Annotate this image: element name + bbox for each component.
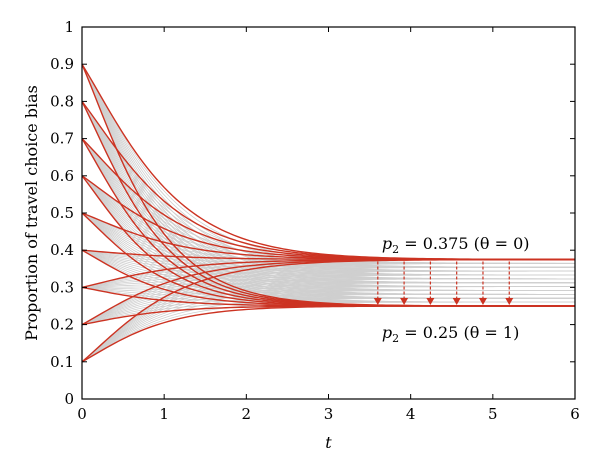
x-tick-label: 5 [488,405,498,423]
y-tick-label: 0.2 [50,316,74,334]
arrow-group [373,261,514,305]
intermediate-curve [81,64,575,295]
boundary-curve [81,63,575,307]
shift-arrow-head [426,298,435,305]
x-tick-label: 3 [324,405,334,423]
intermediate-curve [81,64,575,284]
y-tick-label: 0.6 [50,167,74,185]
intermediate-curve [81,64,575,268]
annotation-sub: 2 [392,243,399,256]
x-tick-label: 4 [406,405,416,423]
shift-arrow-head [373,298,382,305]
annotation-sub: 2 [392,332,399,345]
boundary-curve [81,63,576,261]
x-tick-label: 6 [570,405,580,423]
annotation-p: p [382,323,392,342]
y-tick-label: 0.8 [50,92,74,110]
y-tick-label: 0.9 [50,55,74,73]
red-curve-group [81,63,576,363]
x-tick-label: 2 [242,405,252,423]
y-tick-label: 0.5 [50,204,74,222]
tick-group: 0 1 2 3 4 5 6 0 0.1 0.2 0.3 0.4 0.5 0.6 0.7 0.8 0.9 1 [50,18,580,423]
intermediate-curve [81,64,575,303]
annotation-text: = 0.25 (θ = 1) [399,323,519,342]
annotation-text: = 0.375 (θ = 0) [399,234,529,253]
shift-arrow-head [478,298,487,305]
x-axis-label: t [325,433,332,452]
y-tick-label: 1 [64,18,74,36]
y-tick-label: 0.4 [50,241,74,259]
x-tick-label: 0 [77,405,87,423]
annotation-theta-0: p2 = 0.375 (θ = 0) [382,234,530,256]
annotation-theta-1: p2 = 0.25 (θ = 1) [382,323,519,345]
annotation-p: p [382,234,392,253]
intermediate-curve [81,64,575,276]
y-tick-label: 0 [64,390,74,408]
y-tick-label: 0.7 [50,130,74,148]
x-tick-label: 1 [159,405,169,423]
intermediate-curve [81,64,575,291]
gray-curve-group [81,63,576,363]
plot-frame [81,26,576,400]
intermediate-curve [81,64,576,280]
intermediate-curve [81,64,575,299]
y-axis-label: Proportion of travel choice bias [22,85,41,341]
y-tick-label: 0.3 [50,278,74,296]
shift-arrow-head [400,298,409,305]
shift-arrow-head [505,298,514,305]
shift-arrow-head [452,298,461,305]
intermediate-curve [81,64,575,272]
y-tick-label: 0.1 [50,353,74,371]
